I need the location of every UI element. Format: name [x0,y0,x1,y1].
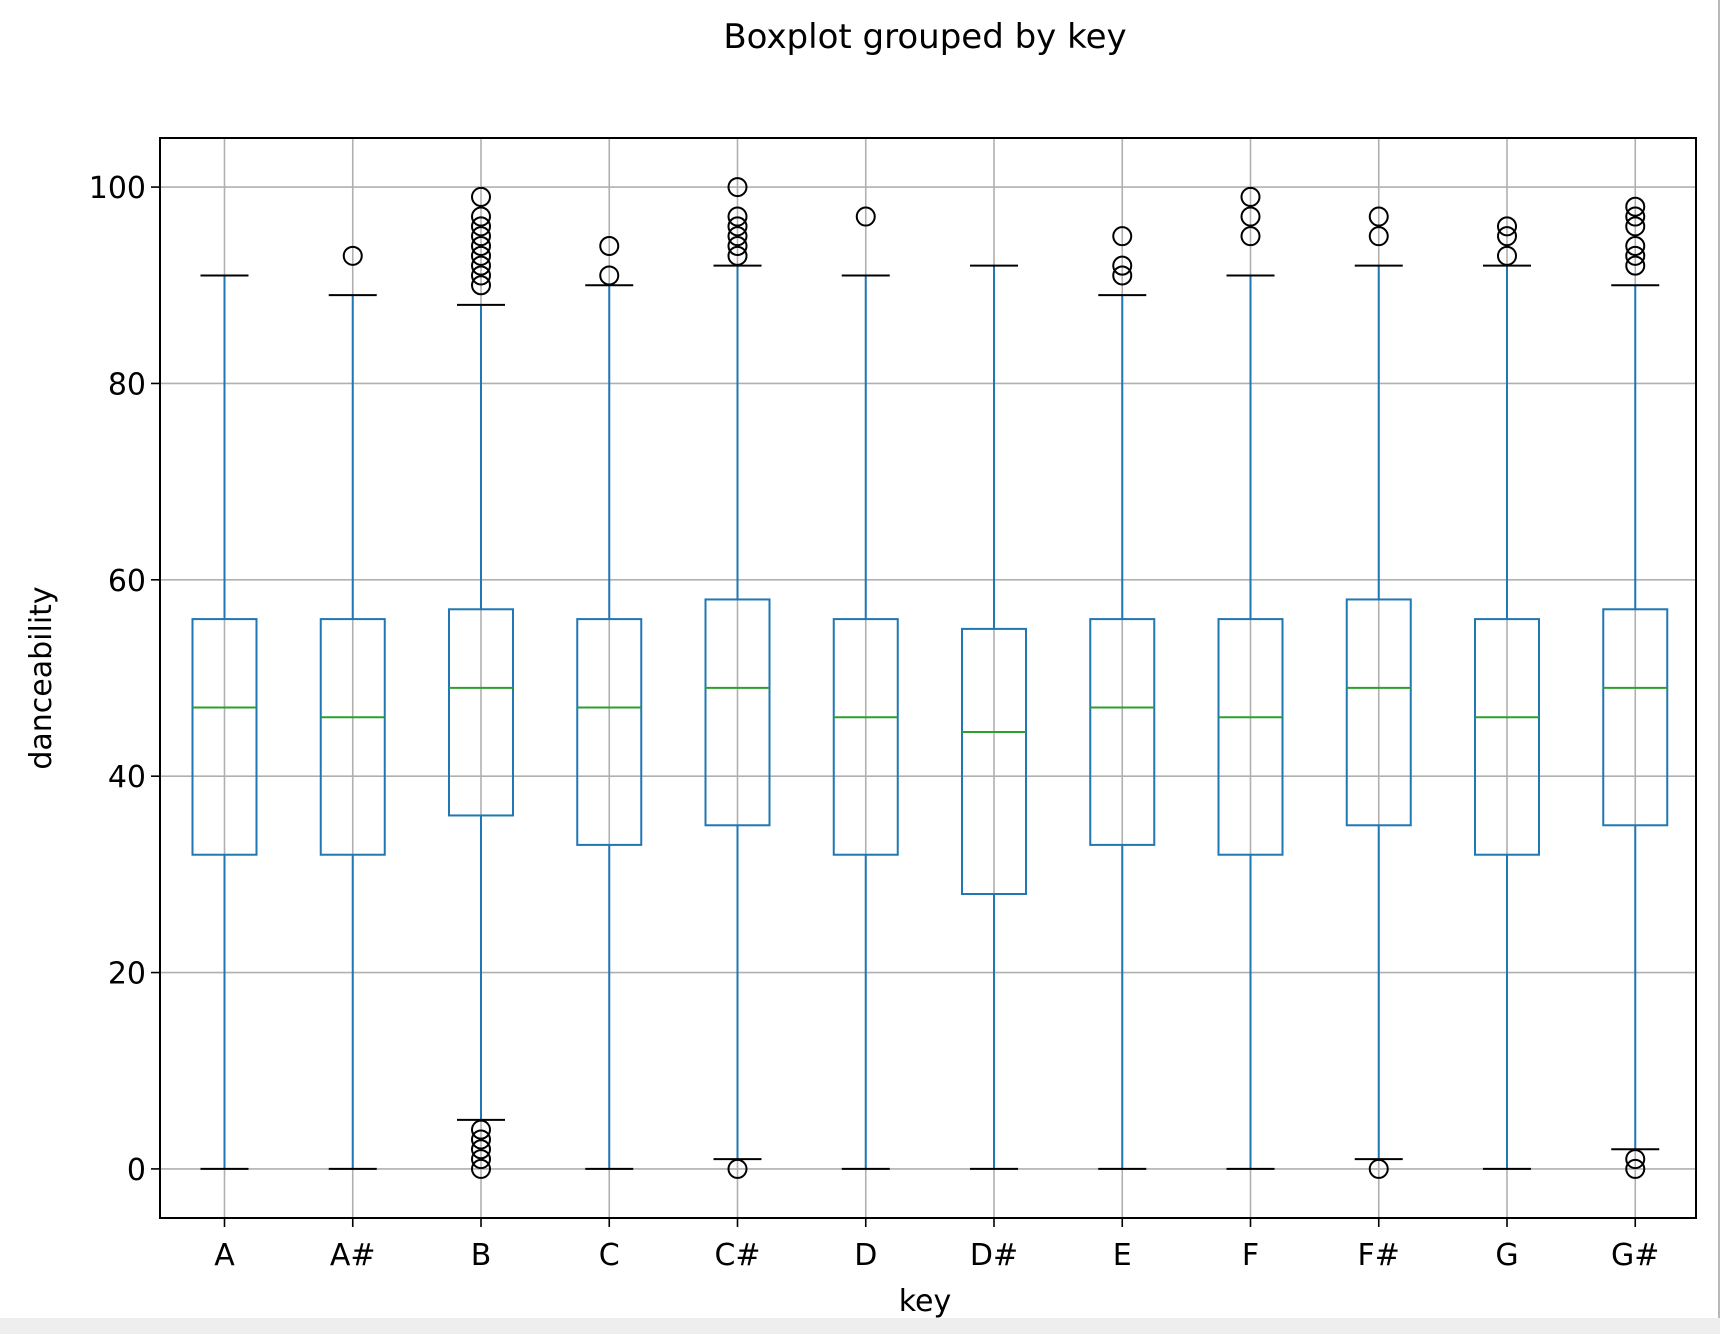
x-tick-label: C# [714,1238,760,1273]
iqr-box [961,627,1027,896]
outlier-point [727,226,748,247]
y-tick-label: 20 [108,957,146,992]
iqr-box [1474,618,1540,856]
outlier-point [471,1119,491,1140]
outlier-point [1112,265,1133,286]
outlier-point [599,265,620,286]
outlier-point [727,236,748,256]
box-group-g-sharp [1602,196,1669,1179]
y-tick-label: 80 [108,367,146,402]
box-group-a [191,274,258,1170]
iqr-box [448,608,514,817]
box-series [191,177,1669,1179]
x-tick-label: A [214,1238,235,1273]
y-tick-label: 60 [108,564,146,599]
outlier-point [855,206,876,227]
outlier-point [1625,255,1646,276]
outlier-point [1240,226,1261,247]
outlier-point [727,177,748,198]
outlier-point [471,186,491,207]
box-group-c-sharp [704,177,771,1179]
y-tick-label: 0 [127,1153,146,1188]
outlier-point [1240,186,1261,207]
outlier-point [599,236,620,256]
outlier-point [471,275,491,296]
box-group-d-sharp [961,264,1027,1170]
iqr-box [576,618,643,846]
outlier-point [471,1158,491,1179]
outlier-point [471,206,491,227]
x-tick-label: G# [1611,1238,1659,1273]
outlier-point [471,1139,491,1160]
box-group-c [576,236,643,1170]
window-bottom-edge [0,1318,1720,1334]
box-group-f [1217,186,1284,1170]
outlier-point [471,265,491,286]
outlier-point [727,216,748,237]
outlier-point [471,245,491,266]
outlier-point [727,206,748,227]
outlier-point [1497,226,1517,247]
iqr-box [1602,608,1669,827]
iqr-box [1217,618,1284,856]
box-group-a-sharp [319,245,386,1170]
outlier-point [1368,226,1389,247]
outlier-point [1368,206,1389,227]
outlier-point [471,1149,491,1170]
iqr-box [1089,618,1156,846]
x-tick-label: C [599,1238,620,1273]
outlier-point [1497,216,1517,237]
x-tick-label: B [471,1238,492,1273]
x-tick-label: F# [1358,1238,1400,1273]
outlier-point [471,255,491,276]
y-tick-label: 40 [108,760,146,795]
x-tick-label: A# [330,1238,376,1273]
box-group-b [448,186,514,1179]
outlier-point [1625,216,1646,237]
outlier-point [1625,1158,1646,1179]
iqr-box [319,618,386,856]
outlier-point [1625,245,1646,266]
box-group-f-sharp [1345,206,1412,1179]
x-tick-label: G [1495,1238,1518,1273]
outlier-point [1368,1158,1389,1179]
axis-ticks: 0 20 40 60 80 100 A A# B C C# D D# E F F# G G# [89,171,1660,1273]
x-tick-label: E [1113,1238,1132,1273]
outlier-point [1112,255,1133,276]
outlier-point [471,226,491,247]
outlier-point [1625,1149,1646,1170]
x-tick-label: F [1242,1238,1259,1273]
y-tick-label: 100 [89,171,146,206]
outlier-point [727,245,748,266]
x-tick-label: D# [970,1238,1018,1273]
outlier-point [342,245,363,266]
outlier-point [1625,236,1646,256]
x-axis-label: key [899,1284,952,1319]
grid-lines [160,138,1696,1218]
outlier-point [1497,245,1517,266]
chart-title: Boxplot grouped by key [723,17,1126,57]
outlier-point [1625,206,1646,227]
outlier-point [1240,206,1261,227]
box-group-g [1474,216,1540,1170]
outlier-point [1625,196,1646,217]
iqr-box [704,598,771,827]
iqr-box [191,618,258,856]
iqr-box [832,618,899,856]
box-group-d [832,206,899,1170]
box-group-e [1089,226,1156,1170]
axes-frame [159,137,1697,1219]
outlier-point [471,236,491,256]
iqr-box [1345,598,1412,827]
outlier-point [1112,226,1133,247]
outlier-point [471,1129,491,1150]
outlier-point [727,1158,748,1179]
y-axis-label: danceability [24,586,59,769]
window-edge [1718,0,1720,1334]
x-tick-label: D [854,1238,877,1273]
outlier-point [471,216,491,237]
